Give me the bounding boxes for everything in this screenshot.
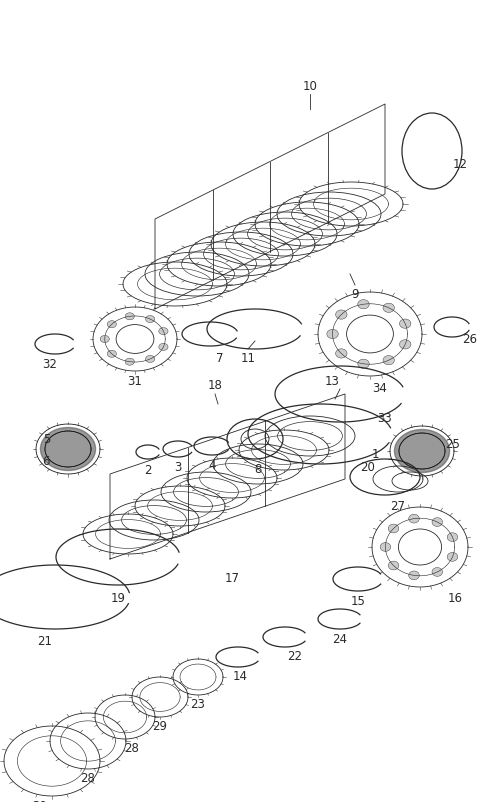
Text: 28: 28 [81, 771, 96, 784]
Text: 11: 11 [240, 351, 255, 365]
Text: 31: 31 [128, 375, 143, 387]
Text: 6: 6 [43, 455, 50, 468]
Ellipse shape [358, 360, 369, 369]
Ellipse shape [159, 344, 168, 351]
Text: 20: 20 [360, 461, 375, 474]
Text: 8: 8 [254, 463, 262, 476]
Ellipse shape [388, 561, 399, 570]
Ellipse shape [447, 533, 458, 542]
Text: 3: 3 [174, 460, 182, 473]
Text: 28: 28 [125, 741, 139, 754]
Text: 14: 14 [232, 669, 248, 683]
Text: 24: 24 [333, 632, 348, 645]
Ellipse shape [447, 553, 458, 561]
Text: 23: 23 [191, 697, 205, 710]
Ellipse shape [107, 350, 117, 358]
Text: 12: 12 [453, 158, 468, 172]
Text: 7: 7 [216, 351, 224, 365]
Text: 19: 19 [110, 591, 125, 604]
Polygon shape [40, 428, 96, 471]
Ellipse shape [145, 356, 155, 363]
Ellipse shape [380, 543, 391, 552]
Ellipse shape [327, 330, 338, 339]
Text: 21: 21 [37, 634, 52, 647]
Ellipse shape [399, 320, 411, 329]
Ellipse shape [336, 350, 347, 358]
Ellipse shape [408, 515, 419, 524]
Ellipse shape [107, 322, 117, 328]
Ellipse shape [125, 314, 134, 321]
Ellipse shape [145, 316, 155, 323]
Text: 30: 30 [33, 799, 48, 802]
Text: 15: 15 [350, 594, 365, 607]
Polygon shape [395, 430, 449, 473]
Ellipse shape [408, 571, 419, 580]
Ellipse shape [383, 304, 395, 313]
Text: 25: 25 [445, 438, 460, 451]
Text: 33: 33 [378, 411, 392, 424]
Ellipse shape [358, 300, 369, 310]
Ellipse shape [336, 310, 347, 320]
Text: 18: 18 [207, 379, 222, 391]
Ellipse shape [100, 336, 109, 343]
Ellipse shape [432, 518, 443, 527]
Ellipse shape [388, 525, 399, 533]
Text: 32: 32 [43, 358, 58, 371]
Text: 9: 9 [351, 288, 359, 301]
Text: 27: 27 [391, 500, 406, 512]
Ellipse shape [399, 340, 411, 350]
Text: 4: 4 [208, 459, 216, 472]
Text: 5: 5 [43, 433, 50, 446]
Text: 13: 13 [325, 375, 340, 387]
Text: 22: 22 [288, 649, 302, 662]
Text: 26: 26 [462, 333, 477, 346]
Ellipse shape [432, 568, 443, 577]
Ellipse shape [125, 358, 134, 366]
Text: 17: 17 [225, 571, 240, 585]
Text: 1: 1 [371, 448, 379, 460]
Text: 34: 34 [372, 382, 387, 395]
Text: 16: 16 [448, 591, 463, 604]
Text: 10: 10 [302, 80, 317, 93]
Ellipse shape [159, 328, 168, 335]
Text: 2: 2 [144, 464, 152, 476]
Ellipse shape [383, 356, 395, 366]
Text: 29: 29 [153, 719, 168, 732]
